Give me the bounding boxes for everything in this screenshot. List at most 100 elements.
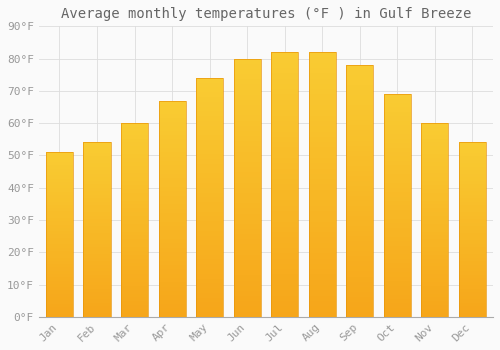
Bar xyxy=(46,182,73,185)
Bar xyxy=(46,300,73,304)
Bar xyxy=(271,190,298,195)
Bar xyxy=(271,211,298,216)
Title: Average monthly temperatures (°F ) in Gulf Breeze: Average monthly temperatures (°F ) in Gu… xyxy=(60,7,471,21)
Bar xyxy=(234,157,260,162)
Bar xyxy=(158,304,186,308)
Bar xyxy=(422,135,448,139)
Bar xyxy=(384,290,411,295)
Bar xyxy=(384,192,411,197)
Bar xyxy=(234,74,260,79)
Bar xyxy=(384,295,411,299)
Bar xyxy=(308,216,336,222)
Bar xyxy=(46,234,73,238)
Bar xyxy=(384,259,411,263)
Bar xyxy=(158,161,186,166)
Bar xyxy=(196,221,223,226)
Bar xyxy=(384,188,411,192)
Bar xyxy=(346,181,374,186)
Bar xyxy=(422,123,448,127)
Bar xyxy=(84,142,110,317)
Bar xyxy=(459,202,486,205)
Bar xyxy=(346,302,374,307)
Bar xyxy=(459,219,486,223)
Bar xyxy=(46,241,73,244)
Bar xyxy=(234,188,260,193)
Bar xyxy=(271,158,298,163)
Bar xyxy=(459,142,486,146)
Bar xyxy=(384,286,411,290)
Bar xyxy=(84,202,110,205)
Bar xyxy=(422,174,448,177)
Bar xyxy=(158,191,186,196)
Bar xyxy=(234,214,260,219)
Bar xyxy=(271,285,298,290)
Bar xyxy=(196,193,223,197)
Bar xyxy=(196,88,223,92)
Bar xyxy=(84,313,110,317)
Bar xyxy=(196,159,223,164)
Bar xyxy=(158,196,186,200)
Bar xyxy=(234,239,260,245)
Bar xyxy=(158,269,186,274)
Bar xyxy=(346,141,374,146)
Bar xyxy=(459,188,486,191)
Bar xyxy=(84,191,110,195)
Bar xyxy=(121,127,148,131)
Bar xyxy=(346,146,374,150)
Bar xyxy=(308,169,336,174)
Bar xyxy=(121,193,148,197)
Bar xyxy=(308,264,336,269)
Bar xyxy=(308,147,336,153)
Bar xyxy=(46,188,73,192)
Bar xyxy=(308,206,336,211)
Bar xyxy=(121,212,148,216)
Bar xyxy=(308,232,336,237)
Bar xyxy=(271,280,298,285)
Bar xyxy=(84,272,110,275)
Bar xyxy=(158,256,186,260)
Bar xyxy=(346,171,374,176)
Bar xyxy=(234,245,260,250)
Bar xyxy=(121,204,148,208)
Bar xyxy=(422,201,448,204)
Bar xyxy=(121,239,148,243)
Bar xyxy=(46,205,73,208)
Bar xyxy=(84,240,110,244)
Bar xyxy=(158,113,186,118)
Bar xyxy=(384,94,411,317)
Bar xyxy=(459,289,486,292)
Bar xyxy=(271,174,298,179)
Bar xyxy=(121,282,148,286)
Bar xyxy=(121,131,148,135)
Bar xyxy=(46,231,73,235)
Bar xyxy=(459,163,486,167)
Bar xyxy=(346,120,374,125)
Bar xyxy=(46,264,73,267)
Bar xyxy=(384,254,411,259)
Bar xyxy=(271,306,298,312)
Bar xyxy=(422,193,448,197)
Bar xyxy=(384,223,411,228)
Bar xyxy=(346,226,374,231)
Bar xyxy=(459,254,486,258)
Bar xyxy=(422,127,448,131)
Bar xyxy=(384,197,411,201)
Bar xyxy=(384,241,411,246)
Bar xyxy=(346,125,374,131)
Bar xyxy=(121,243,148,247)
Bar xyxy=(46,287,73,290)
Bar xyxy=(308,269,336,274)
Bar xyxy=(46,290,73,294)
Bar xyxy=(234,79,260,84)
Bar xyxy=(459,251,486,254)
Bar xyxy=(84,184,110,188)
Bar xyxy=(422,274,448,278)
Bar xyxy=(46,254,73,258)
Bar xyxy=(422,208,448,212)
Bar xyxy=(384,272,411,277)
Bar xyxy=(84,149,110,153)
Bar xyxy=(308,116,336,121)
Bar xyxy=(308,248,336,253)
Bar xyxy=(121,154,148,158)
Bar xyxy=(422,255,448,259)
